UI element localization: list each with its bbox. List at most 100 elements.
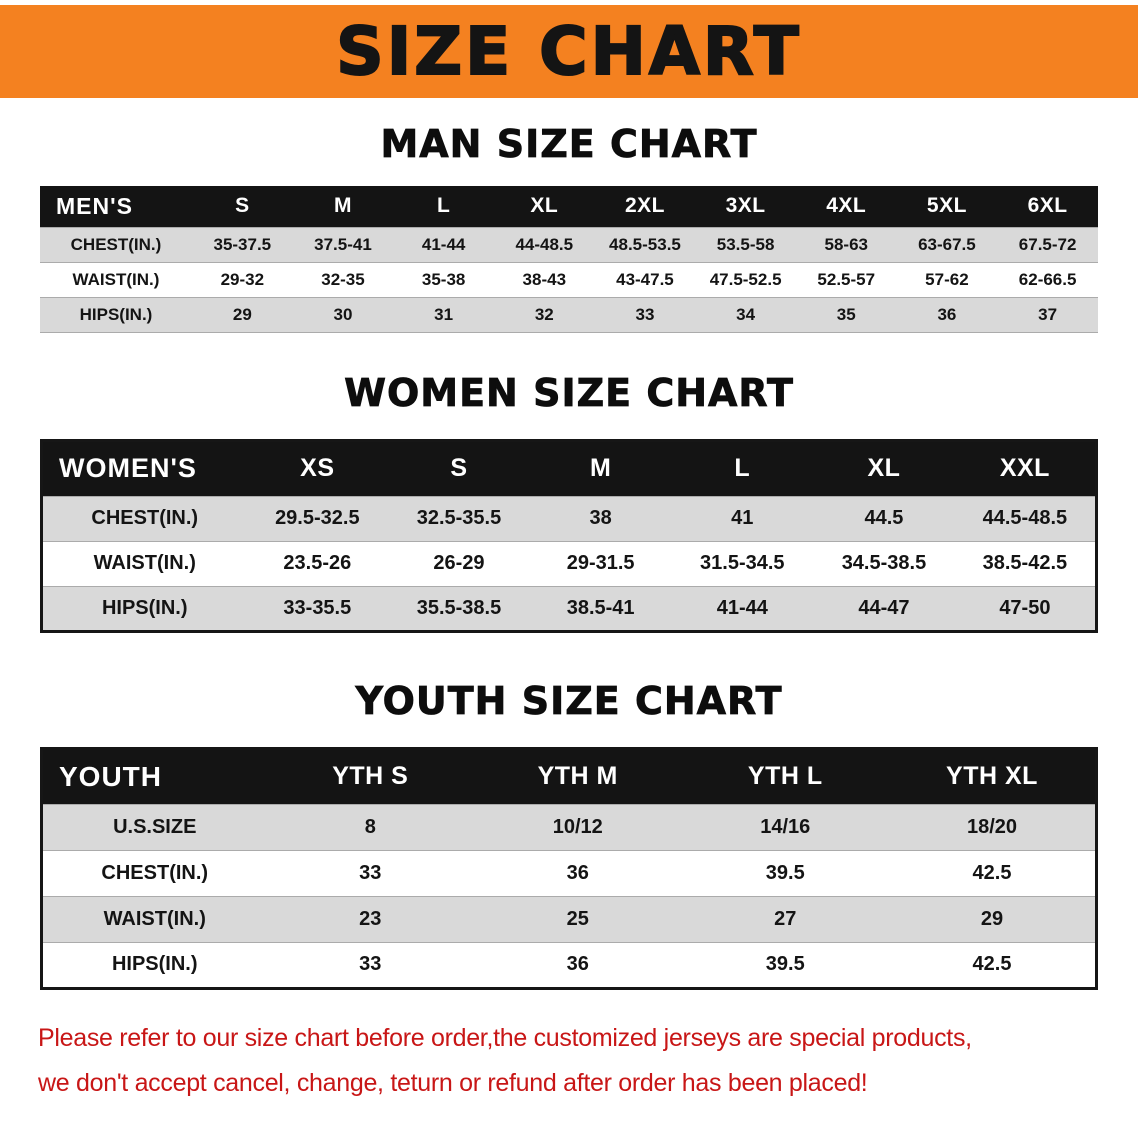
- measurement-row: WAIST(IN.) 23 25 27 29: [41, 896, 1097, 942]
- measurement-row: HIPS(IN.) 29 30 31 32 33 34 35 36 37: [40, 297, 1098, 332]
- women-size-section: WOMEN SIZE CHART WOMEN'S XS S M L XL XXL CHEST(…: [0, 370, 1138, 633]
- value-cell: 37.5-41: [314, 234, 372, 254]
- value-cell: 52.5-57: [817, 269, 876, 289]
- value-cell: 35-37.5: [213, 234, 272, 254]
- size-column-header: XL: [493, 186, 595, 227]
- value-cell: 33: [635, 304, 655, 324]
- value-cell: 37: [1038, 304, 1058, 324]
- size-column-header: 4XL: [795, 186, 897, 227]
- value-cell: 23.5-26: [283, 552, 352, 574]
- size-column-header: M: [292, 186, 394, 227]
- size-column-header: YTH XL: [889, 748, 1097, 804]
- value-cell: 31.5-34.5: [700, 552, 785, 574]
- value-cell: 8: [364, 815, 376, 838]
- value-cell: 41: [731, 507, 754, 529]
- measurement-row: WAIST(IN.) 29-32 32-35 35-38 38-43 43-47.5 47.…: [40, 262, 1098, 297]
- value-cell: 63-67.5: [918, 234, 976, 254]
- value-cell: 39.5: [765, 953, 805, 975]
- size-column-header: YTH L: [681, 748, 889, 804]
- banner: SIZE CHART: [0, 5, 1138, 98]
- notice-line-1: Please refer to our size chart before or…: [38, 1023, 972, 1052]
- header-row: MEN'S S M L XL 2XL 3XL 4XL 5XL 6XL: [40, 186, 1098, 227]
- value-cell: 38.5-41: [566, 596, 635, 619]
- value-cell: 14/16: [760, 815, 811, 838]
- men-size-section: MAN SIZE CHART MEN'S S M L XL 2XL 3XL 4XL 5XL 6XL…: [0, 122, 1138, 333]
- value-cell: 30: [333, 304, 353, 324]
- measurement-row: CHEST(IN.) 35-37.5 37.5-41 41-44 44-48.5 48.5…: [40, 227, 1098, 262]
- women-size-table: WOMEN'S XS S M L XL XXL CHEST(IN.) 29.5-32.5 32.5…: [40, 438, 1098, 633]
- size-column-header: L: [671, 440, 814, 496]
- row-label-cell: HIPS(IN.): [101, 596, 188, 619]
- notice-line-2: we don't accept cancel, change, teturn o…: [38, 1068, 868, 1097]
- youth-size-table: YOUTH YTH S YTH M YTH L YTH XL U.S.SIZE 8 10/12…: [40, 746, 1098, 990]
- value-cell: 47-50: [999, 596, 1051, 619]
- size-column-header: XS: [246, 440, 389, 496]
- value-cell: 38: [589, 507, 612, 529]
- size-column-header: XL: [813, 440, 955, 496]
- value-cell: 32.5-35.5: [416, 507, 502, 529]
- measurement-row: CHEST(IN.) 29.5-32.5 32.5-35.5 38 41 44.5 44.5…: [41, 496, 1097, 541]
- size-column-header: S: [388, 440, 530, 496]
- men-size-table: MEN'S S M L XL 2XL 3XL 4XL 5XL 6XL CHEST(IN.) 35-37…: [40, 186, 1098, 333]
- row-label-cell: CHEST(IN.): [70, 234, 162, 254]
- value-cell: 38.5-42.5: [982, 552, 1068, 574]
- value-cell: 44.5: [864, 507, 904, 529]
- value-cell: 29: [980, 907, 1004, 930]
- size-column-header: YTH S: [266, 748, 474, 804]
- value-cell: 25: [566, 907, 589, 930]
- size-column-header: L: [393, 186, 494, 227]
- size-column-header: YTH M: [474, 748, 682, 804]
- measurement-row: HIPS(IN.) 33 36 39.5 42.5: [41, 942, 1097, 988]
- size-column-header: S: [192, 186, 293, 227]
- value-cell: 39.5: [765, 861, 805, 884]
- table-title-cell: MEN'S: [40, 186, 192, 227]
- footer-notice: Please refer to our size chart before or…: [38, 1016, 1100, 1106]
- header-row: YOUTH YTH S YTH M YTH L YTH XL: [41, 748, 1097, 804]
- size-column-header: XXL: [954, 440, 1097, 496]
- value-cell: 26-29: [433, 552, 485, 574]
- value-cell: 29-32: [220, 269, 265, 289]
- value-cell: 42.5: [972, 861, 1012, 884]
- value-cell: 23: [359, 907, 382, 930]
- value-cell: 29-31.5: [566, 552, 635, 574]
- value-cell: 18/20: [966, 815, 1018, 838]
- size-column-header: 5XL: [896, 186, 998, 227]
- value-cell: 47.5-52.5: [709, 269, 782, 289]
- value-cell: 36: [566, 953, 589, 975]
- value-cell: 42.5: [972, 953, 1012, 975]
- value-cell: 36: [937, 304, 957, 324]
- measurement-row: CHEST(IN.) 33 36 39.5 42.5: [41, 850, 1097, 896]
- measurement-row: WAIST(IN.) 23.5-26 26-29 29-31.5 31.5-34.5 34…: [41, 541, 1097, 586]
- value-cell: 33: [359, 953, 382, 975]
- men-section-heading: MAN SIZE CHART: [380, 122, 758, 167]
- measurement-row: U.S.SIZE 8 10/12 14/16 18/20: [41, 804, 1097, 850]
- value-cell: 57-62: [925, 269, 969, 289]
- value-cell: 44.5-48.5: [982, 507, 1068, 529]
- value-cell: 32-35: [321, 269, 365, 289]
- value-cell: 62-66.5: [1018, 269, 1077, 289]
- value-cell: 58-63: [824, 234, 868, 254]
- row-label-cell: CHEST(IN.): [101, 861, 209, 884]
- value-cell: 33: [359, 861, 382, 884]
- value-cell: 35-38: [421, 269, 466, 289]
- value-cell: 67.5-72: [1018, 234, 1077, 254]
- page-title: SIZE CHART: [335, 12, 802, 90]
- value-cell: 38-43: [522, 269, 567, 289]
- value-cell: 48.5-53.5: [609, 234, 681, 254]
- header-row: WOMEN'S XS S M L XL XXL: [41, 440, 1097, 496]
- value-cell: 36: [566, 861, 589, 884]
- youth-section-heading: YOUTH SIZE CHART: [355, 678, 783, 723]
- row-label-cell: HIPS(IN.): [111, 953, 198, 975]
- value-cell: 10/12: [552, 815, 603, 838]
- row-label-cell: WAIST(IN.): [72, 269, 160, 289]
- size-column-header: 6XL: [997, 186, 1098, 227]
- table-title-cell: YOUTH: [41, 748, 267, 804]
- size-column-header: 3XL: [695, 186, 796, 227]
- value-cell: 27: [774, 907, 797, 930]
- row-label-cell: WAIST(IN.): [93, 552, 196, 574]
- row-label-cell: U.S.SIZE: [113, 815, 197, 838]
- row-label-cell: HIPS(IN.): [79, 304, 153, 324]
- size-column-header: M: [529, 440, 672, 496]
- value-cell: 33-35.5: [283, 596, 352, 619]
